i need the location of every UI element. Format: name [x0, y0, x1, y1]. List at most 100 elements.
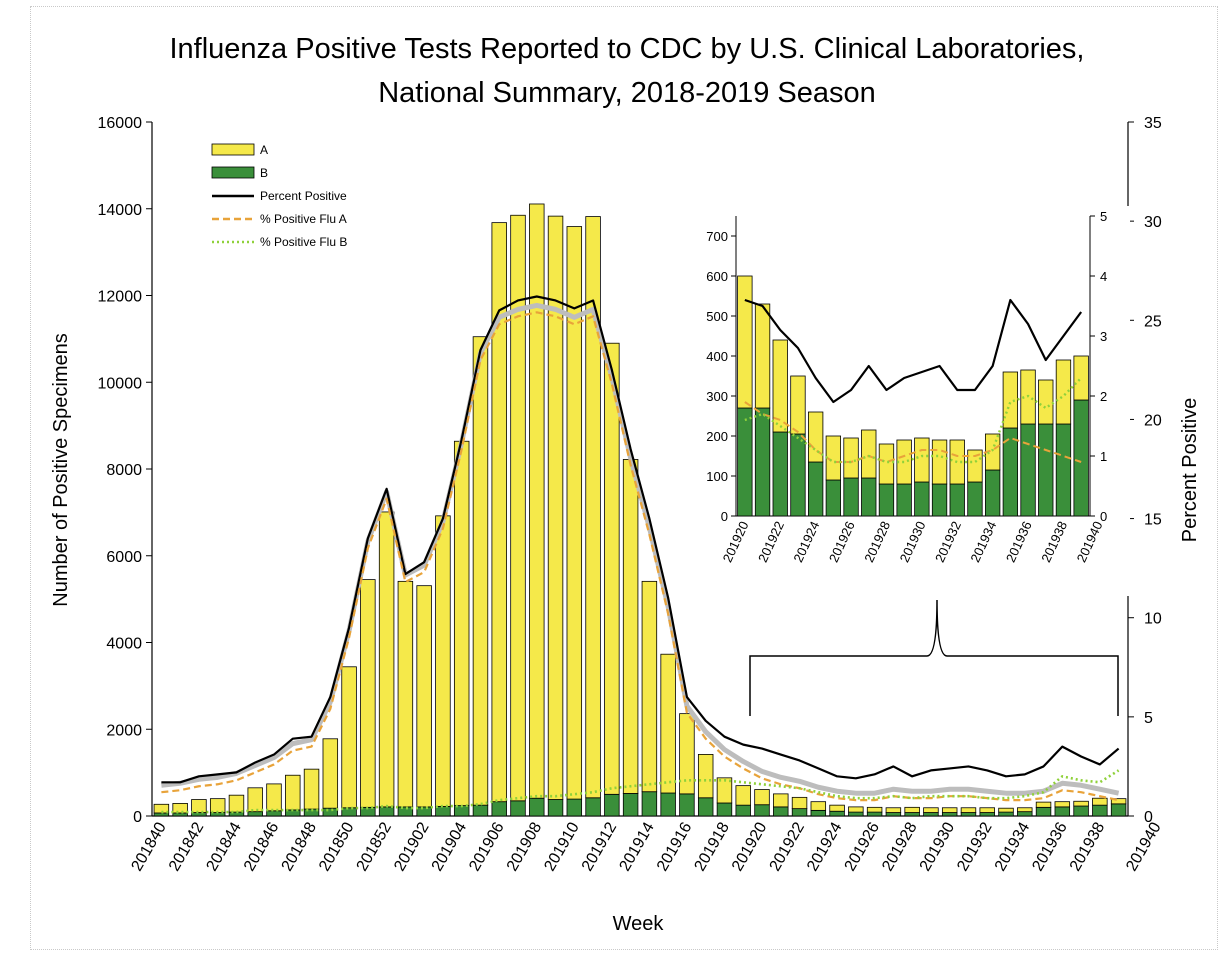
bar-a — [979, 807, 995, 813]
x-tick-label: 201852 — [354, 819, 395, 874]
inset-bar-b — [843, 477, 859, 517]
x-tick-label: 201842 — [166, 819, 207, 874]
flu-a-shadow — [161, 302, 1120, 796]
bar-b — [660, 792, 676, 817]
y-tick-label: 16000 — [98, 115, 143, 132]
inset-bar-a — [931, 439, 948, 485]
bar-a — [1092, 797, 1108, 806]
inset-y-tick-label: 500 — [706, 309, 728, 324]
bar-b — [848, 811, 864, 817]
y-tick-label: 0 — [133, 809, 142, 826]
inset-line-pct-flu-a — [744, 401, 1082, 463]
inset-bar-a — [772, 339, 788, 433]
bar-a — [397, 580, 414, 808]
bar-b — [397, 806, 414, 817]
bar-b — [810, 809, 827, 817]
x-tick-label: 201850 — [316, 819, 357, 874]
inset-bracket — [749, 599, 1119, 716]
x-tick-label: 201908 — [504, 819, 545, 874]
inset-bar-a — [1002, 371, 1019, 429]
bar-b — [172, 812, 188, 817]
chart-title-line1: Influenza Positive Tests Reported to CDC… — [169, 33, 1084, 65]
inset-y-tick-label: 400 — [706, 349, 728, 364]
bar-b — [754, 804, 770, 817]
legend-swatch-a — [211, 143, 255, 156]
inset-bar-a — [1073, 355, 1089, 401]
bar-a — [773, 793, 789, 808]
y-tick-label: 14000 — [98, 202, 143, 219]
inset-bar-b — [984, 469, 1001, 517]
bar-b — [716, 802, 733, 817]
bar-b — [1035, 806, 1052, 817]
bar-a — [416, 585, 432, 808]
legend-label: % Positive Flu B — [260, 235, 347, 249]
bar-a — [266, 783, 282, 812]
bar-b — [247, 811, 263, 817]
bar-b — [529, 797, 545, 817]
inset-bar-a — [967, 449, 983, 483]
bar-b — [679, 793, 695, 817]
chart-frame — [30, 6, 1218, 950]
inset-bar-b — [737, 407, 753, 517]
bar-b — [941, 812, 958, 817]
inset-bar-a — [843, 437, 859, 479]
inset-bar-a — [861, 429, 877, 479]
inset-bar-b — [807, 461, 824, 517]
x-tick-label: 201924 — [804, 819, 845, 874]
x-tick-label: 201928 — [879, 819, 920, 874]
inset-line-percent-positive — [744, 298, 1083, 404]
inset-bar-b — [914, 481, 930, 517]
x-tick-label: 201910 — [541, 819, 582, 874]
inset-y-tick-label: 600 — [706, 269, 728, 284]
x-tick-label: 201940 — [1123, 819, 1164, 874]
y-tick-label: 2000 — [106, 722, 142, 739]
bar-b — [341, 807, 357, 817]
line-percent-positive — [161, 295, 1120, 784]
inset-bar-a — [737, 275, 753, 409]
bar-b — [1073, 805, 1089, 817]
bar-b — [735, 804, 751, 817]
bar-a — [848, 806, 864, 813]
x-tick-label: 201930 — [917, 819, 958, 874]
x-tick-label: 201902 — [391, 819, 432, 874]
bar-a — [641, 580, 658, 793]
bar-a — [904, 806, 920, 813]
y-tick-label: 4000 — [106, 636, 142, 653]
bar-b — [697, 797, 714, 817]
inset-y2-tick-label: 4 — [1100, 269, 1107, 284]
bar-b — [378, 806, 395, 817]
bar-a — [566, 226, 583, 800]
bar-b — [960, 812, 977, 817]
legend-label: % Positive Flu A — [260, 212, 347, 226]
y-axis-title: Number of Positive Specimens — [50, 333, 72, 606]
inset-bar-a — [914, 437, 930, 483]
inset-y2-tick-label: 1 — [1100, 449, 1107, 464]
inset-bar-b — [896, 483, 912, 517]
bar-b — [829, 810, 845, 817]
bar-a — [697, 754, 714, 799]
inset-y-tick-label: 0 — [721, 509, 728, 524]
bar-a — [998, 807, 1014, 813]
y-tick-label: 6000 — [106, 549, 142, 566]
bar-a — [866, 806, 883, 813]
bar-a — [510, 214, 526, 802]
bar-a — [941, 807, 958, 813]
x-tick-label: 201844 — [204, 819, 245, 874]
x-tick-label: 201848 — [279, 819, 320, 874]
inset-bar-b — [931, 483, 948, 517]
x-tick-label: 201932 — [954, 819, 995, 874]
legend-label: B — [260, 166, 268, 180]
bar-a — [491, 222, 507, 803]
bar-a — [322, 738, 339, 809]
x-tick-label: 201936 — [1029, 819, 1070, 874]
bar-b — [1017, 811, 1033, 817]
bar-b — [773, 806, 789, 817]
line-pct-flu-b — [161, 769, 1120, 814]
inset-y2-tick-label: 5 — [1100, 209, 1107, 224]
inset-y-tick-label: 700 — [706, 229, 728, 244]
bar-b — [510, 800, 526, 817]
y2-tick-label: 30 — [1144, 214, 1162, 231]
inset-line-pct-flu-b — [744, 377, 1083, 464]
